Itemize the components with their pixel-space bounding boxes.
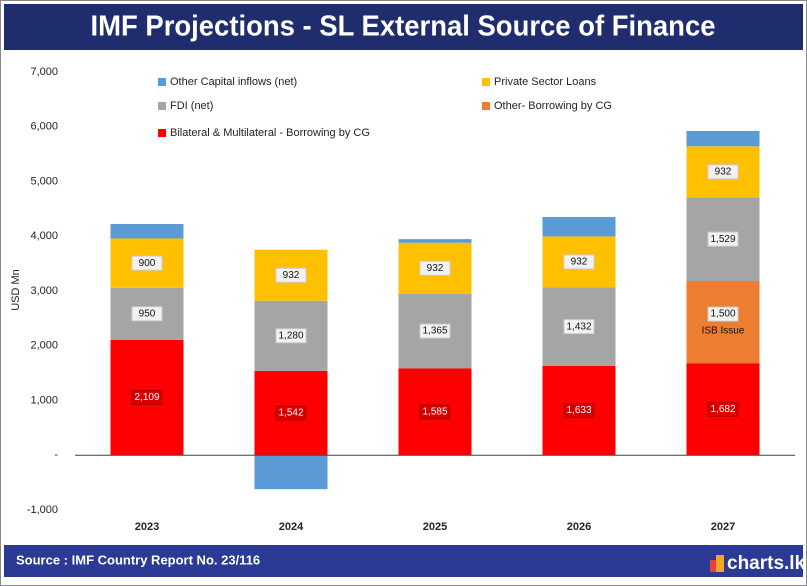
legend-label: FDI (net) — [170, 100, 213, 112]
data-label-box — [707, 306, 739, 322]
legend-swatch — [482, 78, 490, 86]
data-label-box — [275, 405, 307, 421]
y-tick-label: - — [54, 449, 58, 461]
annotation: ISB Issue — [702, 326, 745, 337]
source: Source : IMF Country Report No. 23/116 — [16, 552, 260, 567]
legend-label: Private Sector Loans — [494, 76, 597, 88]
y-tick-label: 4,000 — [30, 230, 58, 242]
data-label: 1,633 — [566, 405, 591, 416]
data-label-box — [275, 328, 307, 344]
y-tick-label: 7,000 — [30, 66, 58, 78]
data-label: 932 — [283, 270, 300, 281]
data-label: 932 — [571, 257, 588, 268]
bar-segment — [542, 216, 616, 237]
data-label: 932 — [715, 166, 732, 177]
bar-segment — [686, 130, 760, 147]
data-label-box — [131, 255, 163, 271]
data-label-box — [563, 319, 595, 335]
data-label-box — [707, 231, 739, 247]
legend-label: Other- Borrowing by CG — [494, 100, 612, 112]
y-tick-label: 5,000 — [30, 175, 58, 187]
data-label: 1,585 — [422, 407, 447, 418]
data-label: 2,109 — [134, 392, 159, 403]
y-tick-label: 6,000 — [30, 121, 58, 133]
x-tick-label: 2023 — [135, 521, 159, 533]
brand-icon — [710, 560, 719, 572]
x-tick-label: 2026 — [567, 521, 591, 533]
data-label-box — [419, 404, 451, 420]
data-label-box — [707, 164, 739, 180]
x-tick-label: 2025 — [423, 521, 447, 533]
data-label-box — [419, 260, 451, 276]
data-label: 950 — [139, 308, 156, 319]
legend-label: Bilateral & Multilateral - Borrowing by … — [170, 127, 370, 139]
bar-segment — [686, 281, 760, 364]
y-tick-label: 2,000 — [30, 340, 58, 352]
x-tick-label: 2024 — [279, 521, 304, 533]
y-tick-label: 1,000 — [30, 394, 58, 406]
legend-swatch — [158, 129, 166, 137]
brand-icon — [716, 555, 724, 572]
bar-segment — [254, 455, 328, 490]
legend-swatch — [482, 102, 490, 110]
data-label: 1,542 — [278, 408, 303, 419]
data-label: 1,280 — [278, 330, 303, 341]
data-label-box — [275, 267, 307, 283]
data-label: 1,529 — [710, 234, 735, 245]
data-label-box — [563, 403, 595, 419]
legend-label: Other Capital inflows (net) — [170, 76, 297, 88]
y-tick-label: 3,000 — [30, 285, 58, 297]
data-label-box — [419, 323, 451, 339]
footer-bar — [4, 545, 803, 577]
bar-segment — [110, 224, 184, 239]
brand: charts.lk — [727, 553, 806, 574]
legend-swatch — [158, 78, 166, 86]
bar-segment — [398, 239, 472, 243]
data-label: 900 — [139, 258, 156, 269]
title-bar — [4, 4, 803, 50]
data-label: 932 — [427, 263, 444, 274]
y-axis-title: USD Mn — [10, 269, 22, 311]
x-tick-label: 2027 — [711, 521, 735, 533]
data-label: 1,365 — [422, 326, 447, 337]
y-tick-label: -1,000 — [27, 504, 58, 516]
data-label-box — [131, 390, 163, 406]
data-label-box — [131, 306, 163, 322]
data-label: 1,682 — [710, 404, 735, 415]
chart-title: IMF Projections - SL External Source of … — [91, 11, 716, 43]
data-label-box — [563, 254, 595, 270]
data-label: 1,500 — [710, 309, 735, 320]
legend-swatch — [158, 102, 166, 110]
data-label: 1,432 — [566, 321, 591, 332]
data-label-box — [707, 401, 739, 417]
